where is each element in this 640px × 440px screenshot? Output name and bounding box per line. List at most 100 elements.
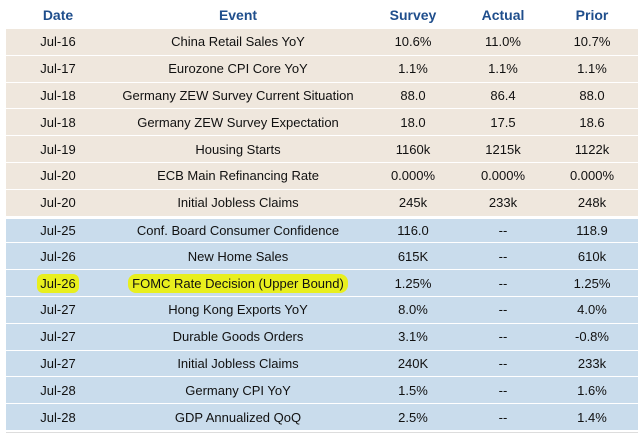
row-survey: 3.1% — [398, 329, 428, 345]
row-date: Jul-17 — [40, 61, 76, 77]
row-date: Jul-20 — [40, 195, 76, 211]
row-survey: 240K — [397, 355, 429, 371]
header-survey: Survey — [389, 6, 437, 23]
row-date: Jul-27 — [40, 355, 76, 371]
row-actual: -- — [498, 329, 508, 345]
row-event: Germany ZEW Survey Expectation — [137, 114, 339, 130]
table-row: Jul-27 Initial Jobless Claims 240K -- 23… — [6, 350, 638, 378]
row-actual: -- — [498, 275, 508, 291]
row-prior: 10.7% — [573, 34, 611, 50]
header-actual: Actual — [481, 6, 525, 23]
row-prior: 4.0% — [577, 302, 607, 318]
row-prior: 610k — [577, 248, 607, 264]
highlighted-event: FOMC Rate Decision (Upper Bound) — [128, 273, 348, 293]
table-row: Jul-28 GDP Annualized QoQ 2.5% -- 1.4% — [6, 404, 638, 431]
row-date: Jul-16 — [40, 34, 76, 50]
row-date: Jul-25 — [40, 222, 76, 238]
row-event: Initial Jobless Claims — [177, 195, 299, 211]
row-survey: 1.1% — [398, 61, 428, 77]
row-actual: 233k — [488, 195, 518, 211]
row-event: Hong Kong Exports YoY — [168, 302, 308, 318]
row-prior: 118.9 — [576, 222, 608, 238]
row-date: Jul-27 — [40, 329, 76, 345]
row-survey: 245k — [398, 195, 428, 211]
row-prior: 18.6 — [579, 114, 605, 130]
row-actual: -- — [498, 248, 508, 264]
row-actual: -- — [498, 222, 508, 238]
row-event: Durable Goods Orders — [172, 329, 304, 345]
row-actual: 11.0% — [485, 34, 521, 50]
row-date: Jul-18 — [40, 114, 76, 130]
row-prior: 1.1% — [577, 61, 607, 77]
row-actual: 17.5 — [490, 114, 516, 130]
row-prior: 1122k — [574, 141, 610, 157]
row-event: Germany CPI YoY — [185, 382, 291, 398]
row-prior: 233k — [577, 355, 607, 371]
header-event: Event — [218, 6, 258, 23]
economic-calendar-table: Date Event Survey Actual Prior Jul-16 Ch… — [6, 0, 638, 431]
header-date: Date — [42, 6, 74, 23]
row-prior: 1.4% — [577, 409, 607, 425]
row-survey: 1.25% — [394, 275, 432, 291]
table-row: Jul-18 Germany ZEW Survey Expectation 18… — [6, 109, 638, 137]
row-actual: -- — [498, 382, 508, 398]
row-actual: 86.4 — [490, 87, 516, 103]
row-survey: 116.0 — [397, 222, 429, 238]
row-survey: 10.6% — [394, 34, 432, 50]
row-survey: 2.5% — [398, 409, 428, 425]
row-actual: -- — [498, 409, 508, 425]
row-date: Jul-28 — [40, 382, 76, 398]
row-prior: 88.0 — [579, 87, 605, 103]
row-survey: 8.0% — [398, 302, 428, 318]
row-event: Conf. Board Consumer Confidence — [136, 222, 340, 238]
row-prior: -0.8% — [575, 329, 609, 345]
table-row: Jul-27 Durable Goods Orders 3.1% -- -0.8… — [6, 323, 638, 351]
row-date: Jul-27 — [40, 302, 76, 318]
row-actual: 0.000% — [480, 168, 526, 184]
table-row: Jul-26 New Home Sales 615K -- 610k — [6, 243, 638, 271]
table-row: Jul-18 Germany ZEW Survey Current Situat… — [6, 82, 638, 110]
row-date: Jul-19 — [40, 141, 76, 157]
row-event-cell: FOMC Rate Decision (Upper Bound) — [110, 273, 366, 293]
row-prior: 0.000% — [569, 168, 615, 184]
row-actual: 1.1% — [488, 61, 518, 77]
row-event: Housing Starts — [195, 141, 281, 157]
row-actual: -- — [498, 302, 508, 318]
highlighted-date: Jul-26 — [37, 273, 79, 293]
row-survey: 88.0 — [400, 87, 426, 103]
table-header: Date Event Survey Actual Prior — [6, 0, 638, 29]
row-date: Jul-28 — [40, 409, 76, 425]
row-date-cell: Jul-26 — [6, 273, 110, 293]
row-survey: 1160k — [395, 141, 431, 157]
row-event: Initial Jobless Claims — [177, 355, 299, 371]
table-row: Jul-27 Hong Kong Exports YoY 8.0% -- 4.0… — [6, 296, 638, 324]
header-prior: Prior — [575, 6, 609, 23]
row-date: Jul-26 — [40, 248, 76, 264]
table-row: Jul-19 Housing Starts 1160k 1215k 1122k — [6, 136, 638, 163]
table-row-highlighted: Jul-26 FOMC Rate Decision (Upper Bound) … — [6, 270, 638, 297]
row-actual: -- — [498, 355, 508, 371]
row-survey: 18.0 — [400, 114, 426, 130]
table-row: Jul-25 Conf. Board Consumer Confidence 1… — [6, 216, 638, 244]
row-survey: 1.5% — [398, 382, 428, 398]
row-prior: 1.25% — [573, 275, 611, 291]
table-row: Jul-28 Germany CPI YoY 1.5% -- 1.6% — [6, 377, 638, 405]
table-row: Jul-17 Eurozone CPI Core YoY 1.1% 1.1% 1… — [6, 55, 638, 83]
row-event: New Home Sales — [187, 248, 289, 264]
table-row: Jul-20 Initial Jobless Claims 245k 233k … — [6, 189, 638, 217]
table-bottom-border — [6, 432, 638, 433]
row-actual: 1215k — [485, 141, 521, 157]
table-row: Jul-20 ECB Main Refinancing Rate 0.000% … — [6, 162, 638, 190]
row-prior: 1.6% — [577, 382, 607, 398]
row-survey: 0.000% — [390, 168, 436, 184]
row-date: Jul-18 — [40, 87, 76, 103]
row-event: ECB Main Refinancing Rate — [157, 168, 319, 184]
row-prior: 248k — [577, 195, 607, 211]
row-event: China Retail Sales YoY — [171, 34, 305, 50]
row-date: Jul-20 — [40, 168, 76, 184]
row-event: Germany ZEW Survey Current Situation — [122, 87, 354, 103]
row-survey: 615K — [397, 248, 429, 264]
table-row: Jul-16 China Retail Sales YoY 10.6% 11.0… — [6, 29, 638, 56]
row-event: GDP Annualized QoQ — [174, 409, 302, 425]
row-event: Eurozone CPI Core YoY — [168, 61, 308, 77]
